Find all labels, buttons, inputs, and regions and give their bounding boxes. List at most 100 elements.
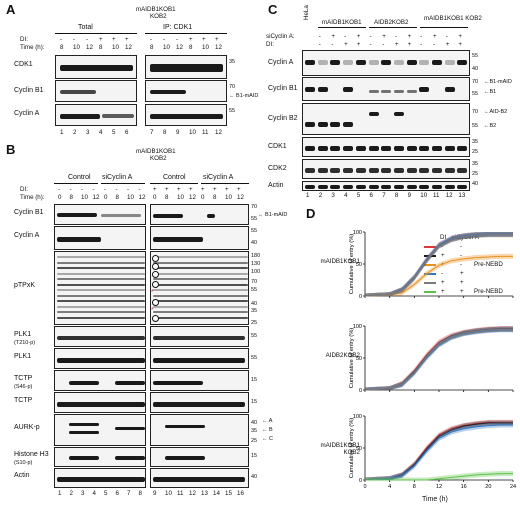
di-value: + xyxy=(189,36,193,43)
di-value: - xyxy=(69,186,72,193)
series-band xyxy=(365,422,513,480)
di-value: - xyxy=(92,186,95,193)
blot-a-cyca-ip xyxy=(145,104,227,126)
x-tick-label: 12 xyxy=(436,484,442,490)
marker: 15 xyxy=(251,453,258,459)
annotation: ← C xyxy=(262,436,274,442)
di-value: - xyxy=(115,186,118,193)
blot-c xyxy=(302,137,470,157)
band xyxy=(368,146,379,151)
lane-number: 4 xyxy=(92,490,96,497)
circle-icon xyxy=(152,281,159,288)
annotation-text: A xyxy=(268,418,273,424)
si-value: + xyxy=(433,33,437,40)
lane-number: 16 xyxy=(237,490,244,497)
annotation-text: B xyxy=(269,427,273,433)
series-line xyxy=(364,424,513,481)
band xyxy=(355,146,366,151)
band xyxy=(381,146,392,151)
time-value: 8 xyxy=(99,44,103,51)
series-line xyxy=(364,422,513,481)
blot-label: Cyclin A xyxy=(268,59,294,66)
band xyxy=(165,425,205,428)
lane-number: 4 xyxy=(99,129,103,136)
di-value: - xyxy=(369,41,372,48)
band xyxy=(153,305,248,308)
band xyxy=(115,456,145,460)
legend-di: - xyxy=(441,270,444,277)
band xyxy=(368,90,379,93)
band xyxy=(115,381,145,385)
marker: 40 xyxy=(472,66,479,72)
series-line xyxy=(364,233,513,297)
blot-left xyxy=(54,226,146,250)
panel-a-cell-line: mAIDB1KOB1 KOB2 xyxy=(136,6,176,20)
legend-si: + xyxy=(460,270,464,277)
panel-b-cell-line: mAIDB1KOB1 KOB2 xyxy=(136,148,176,162)
band xyxy=(317,168,328,173)
lane-number: 8 xyxy=(394,192,399,199)
di-value: + xyxy=(189,186,193,193)
blot-label-text: Cyclin B1 xyxy=(14,208,44,216)
band xyxy=(330,168,341,173)
band xyxy=(69,381,99,385)
marker: 25 xyxy=(472,149,479,155)
time-value: 0 xyxy=(58,194,62,201)
marker: 40 xyxy=(251,240,258,246)
band xyxy=(57,237,101,242)
legend-di: + xyxy=(441,261,445,268)
panel-label-d: D xyxy=(306,206,316,221)
time-value: 12 xyxy=(92,194,100,201)
time-value: 8 xyxy=(213,194,217,201)
blot-label-sub: (T210-p) xyxy=(14,339,36,346)
blot-label-sub: (S10-p) xyxy=(14,460,33,466)
blot-label-text: pTPxK xyxy=(14,282,36,289)
band xyxy=(165,456,205,460)
marker: 55 xyxy=(472,123,479,129)
band xyxy=(343,60,354,65)
y-tick-label: 0 xyxy=(359,294,362,300)
legend-note: Pre-NEBD xyxy=(474,261,503,268)
series-band xyxy=(365,232,513,296)
blot-label: pTPxK xyxy=(14,282,35,290)
band xyxy=(393,185,404,189)
group-label-total: Total xyxy=(78,24,93,31)
band xyxy=(153,358,245,363)
band xyxy=(419,60,430,65)
group-label: siCyclin A xyxy=(102,174,133,181)
series-line xyxy=(364,328,513,391)
blot-label: PLK1 xyxy=(14,353,31,361)
group-label: AIDB2KOB2 xyxy=(374,19,409,26)
lane-number: 15 xyxy=(225,490,232,497)
lane-number: 12 xyxy=(189,490,196,497)
band xyxy=(57,278,145,280)
marker: 25 xyxy=(472,171,479,177)
marker: 35 xyxy=(472,139,479,145)
time-value: 8 xyxy=(69,194,73,201)
legend-swatch xyxy=(424,273,436,275)
lane-number: 13 xyxy=(201,490,208,497)
blot-right xyxy=(150,204,249,225)
blot-right xyxy=(150,468,249,488)
band xyxy=(305,185,315,189)
blot-label: Cyclin B2 xyxy=(268,115,298,122)
si-value: - xyxy=(344,33,347,40)
plot-label: AIDB2KOB2 xyxy=(304,352,360,359)
series-line xyxy=(364,255,513,297)
band xyxy=(153,214,183,218)
legend-di: - xyxy=(441,243,444,250)
plot-label-text: mAIDB1KOB1 xyxy=(320,258,360,265)
band xyxy=(381,185,392,189)
time-value: 8 xyxy=(150,44,154,51)
di-value: - xyxy=(73,36,76,43)
time-value: 8 xyxy=(165,194,169,201)
group-underline xyxy=(145,33,227,34)
di-value: - xyxy=(331,41,334,48)
band xyxy=(343,122,354,127)
marker: 55 xyxy=(251,216,258,222)
band xyxy=(317,87,328,92)
marker: 15 xyxy=(251,399,258,405)
band xyxy=(153,272,248,275)
time-value: 10 xyxy=(112,44,119,51)
cell-line-name: mAIDB1KOB1 xyxy=(136,6,176,13)
